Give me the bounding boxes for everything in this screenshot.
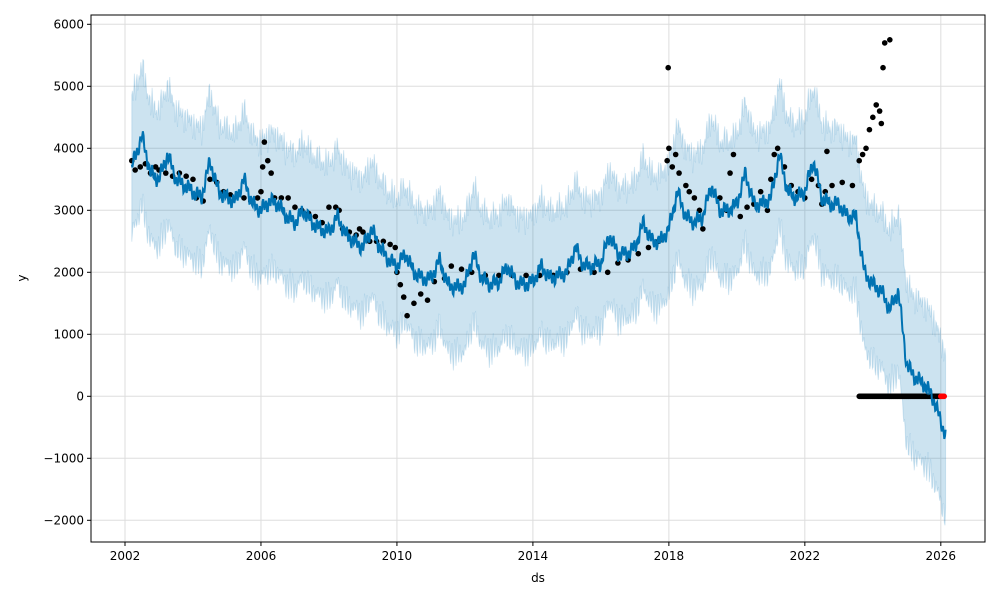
observed-point	[615, 260, 621, 266]
observed-point	[829, 182, 835, 189]
observed-point	[326, 204, 332, 210]
observed-point	[424, 297, 431, 304]
y-tick-label: −2000	[43, 513, 84, 527]
observed-point	[744, 204, 750, 210]
observed-point	[190, 176, 196, 183]
observed-point	[672, 151, 679, 158]
observed-point	[411, 300, 417, 307]
observed-point	[254, 195, 261, 201]
y-tick-label: 3000	[53, 203, 84, 217]
uncertainty-interval-band	[131, 59, 947, 526]
observed-point	[866, 126, 873, 133]
y-tick-label: 0	[76, 389, 84, 403]
observed-point	[645, 244, 652, 251]
highlighted-point	[941, 393, 948, 400]
observed-point	[856, 157, 863, 164]
observed-point	[839, 179, 846, 186]
observed-point	[876, 108, 883, 114]
y-tick-label: 1000	[53, 327, 84, 341]
observed-point	[771, 151, 778, 158]
y-tick-label: 2000	[53, 265, 84, 279]
observed-point	[417, 291, 424, 297]
observed-point	[227, 192, 234, 198]
observed-point	[700, 226, 706, 232]
observed-point	[878, 120, 885, 127]
observed-point	[285, 195, 291, 201]
plot-frame	[90, 14, 986, 543]
observed-point	[183, 173, 189, 179]
observed-point	[863, 145, 869, 152]
forecast-line	[130, 131, 947, 440]
observed-point	[404, 312, 410, 319]
observed-point	[458, 266, 465, 273]
observed-point	[880, 64, 886, 71]
observed-point	[686, 188, 693, 195]
observed-point	[162, 170, 169, 176]
observed-point	[292, 204, 298, 210]
observed-point	[727, 170, 733, 176]
axis-ticks: 2002 2006 2010 2014 2018 2022 2026 −2000 −1000 0 1…	[43, 17, 956, 563]
x-tick-label: 2006	[246, 549, 277, 563]
y-axis-label: y	[15, 274, 29, 281]
observed-point	[737, 213, 744, 220]
observed-point	[664, 157, 670, 164]
y-tick-label: −1000	[43, 451, 84, 465]
x-tick-label: 2022	[790, 549, 821, 563]
observed-point	[392, 244, 399, 251]
observed-point	[676, 170, 682, 176]
observed-point	[859, 151, 866, 158]
observed-point	[360, 229, 366, 235]
observed-point	[278, 195, 285, 201]
observed-point	[397, 281, 404, 288]
observed-point	[824, 148, 830, 155]
grid	[91, 15, 985, 542]
observed-point	[730, 151, 737, 158]
observed-point	[448, 263, 455, 269]
observed-point	[258, 188, 264, 195]
y-tick-label: 4000	[53, 141, 84, 155]
observed-point	[873, 102, 880, 108]
observed-point	[764, 207, 771, 214]
observed-point	[523, 272, 529, 279]
observed-point	[808, 176, 815, 183]
x-axis-label: ds	[531, 571, 545, 585]
x-tick-label: 2026	[926, 549, 957, 563]
observed-point	[683, 182, 689, 189]
observed-point	[591, 269, 597, 276]
observed-point	[137, 164, 144, 170]
observed-point	[387, 241, 393, 248]
x-tick-label: 2010	[382, 549, 413, 563]
x-tick-label: 2014	[518, 549, 549, 563]
observed-point	[757, 188, 764, 195]
observed-point	[132, 167, 138, 173]
observed-point	[635, 250, 642, 257]
observed-point	[691, 195, 698, 201]
observed-point	[887, 37, 893, 43]
observed-point	[774, 145, 781, 152]
observed-point	[669, 164, 676, 170]
observed-point	[849, 182, 856, 189]
observed-point	[870, 114, 876, 121]
observed-point	[665, 64, 671, 71]
observed-point	[604, 269, 611, 276]
observed-point	[259, 164, 266, 170]
y-tick-label: 5000	[53, 79, 84, 93]
observed-point	[666, 145, 672, 152]
x-tick-label: 2002	[110, 549, 141, 563]
observed-point	[400, 294, 407, 300]
observed-point	[264, 157, 271, 164]
y-tick-label: 6000	[53, 17, 84, 31]
observed-point	[312, 213, 319, 220]
observed-point	[207, 176, 213, 183]
x-tick-label: 2018	[654, 549, 685, 563]
observed-point	[261, 139, 268, 145]
observed-point	[768, 176, 774, 183]
observed-point	[241, 195, 247, 201]
observed-point	[881, 40, 888, 46]
observed-point	[268, 170, 274, 176]
